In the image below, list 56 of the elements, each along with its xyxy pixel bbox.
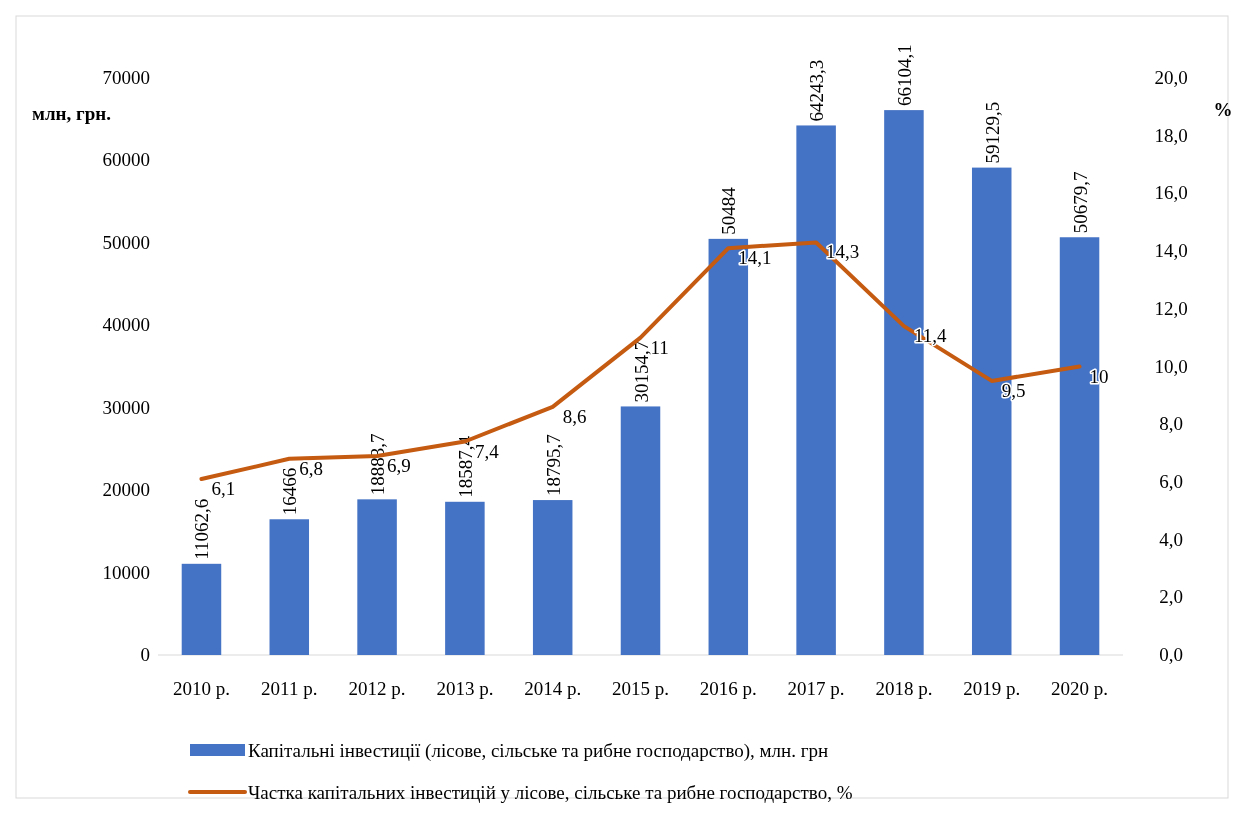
legend-label: Частка капітальних інвестицій у лісове, сільське та рибне господарство, % [248,782,853,803]
data-label: 18795,7 [542,434,564,497]
y-tick-label: 0 [140,644,150,665]
legend-label: Капітальні інвестиції (лісове, сільське та рибне господарство), млн. грн [248,740,829,762]
y2-tick-label: 8,0 [1159,413,1183,435]
y2-axis-title: % [1213,99,1233,120]
y2-tick-label: 12,0 [1154,297,1188,319]
y2-tick-label: 6,0 [1159,470,1183,492]
y2-tick-label: 20,0 [1154,67,1188,88]
data-label: 16466 [279,467,301,516]
data-label: 30154,7 [630,340,652,403]
x-tick-label: 2020 р. [1051,678,1109,699]
x-tick-label: 2019 р. [963,678,1021,699]
y-tick-label: 70000 [102,67,150,88]
data-label: 64243,3 [806,59,828,122]
y-axis-title: млн, грн. [32,103,111,124]
y2-tick-label: 16,0 [1154,182,1188,204]
x-tick-label: 2015 р. [612,678,669,699]
data-label: 6,8 [299,457,324,479]
y2-tick-label: 10,0 [1154,355,1188,377]
data-label: 7,4 [474,440,500,462]
x-tick-label: 2013 р. [436,678,494,699]
data-label: 59129,5 [981,101,1003,164]
y2-tick-label: 4,0 [1159,528,1183,550]
y-tick-label: 40000 [102,314,150,336]
x-tick-label: 2011 р. [261,678,318,699]
data-label: 66104,1 [893,44,915,107]
data-label: 50484 [718,186,740,235]
data-label: 6,9 [387,454,411,476]
bar [532,500,573,655]
data-label: 6,1 [211,478,236,500]
x-tick-label: 2018 р. [875,678,933,699]
bar [269,519,310,655]
bar [357,499,397,655]
y2-tick-label: 2,0 [1159,586,1183,608]
y2-tick-label: 14,0 [1154,240,1188,262]
y-tick-label: 30000 [102,396,150,418]
bar [620,406,661,655]
bar [181,563,222,655]
bar [445,501,485,655]
y-tick-label: 60000 [102,149,150,171]
data-label: 11 [650,336,669,358]
y-tick-label: 10000 [102,561,150,583]
x-tick-label: 2017 р. [787,678,845,699]
y2-tick-label: 0,0 [1159,644,1183,665]
y-tick-label: 20000 [102,479,150,501]
data-label: 8,6 [562,405,587,427]
y2-tick-label: 18,0 [1154,124,1188,146]
x-tick-label: 2012 р. [348,678,406,699]
data-label: 50679,7 [1069,171,1091,234]
x-tick-label: 2010 р. [172,678,230,699]
data-label: 11062,6 [191,498,213,560]
y-tick-label: 50000 [102,231,150,253]
x-tick-label: 2014 р. [524,678,582,699]
data-label: 18883,7 [367,433,389,496]
x-tick-label: 2016 р. [699,678,757,699]
